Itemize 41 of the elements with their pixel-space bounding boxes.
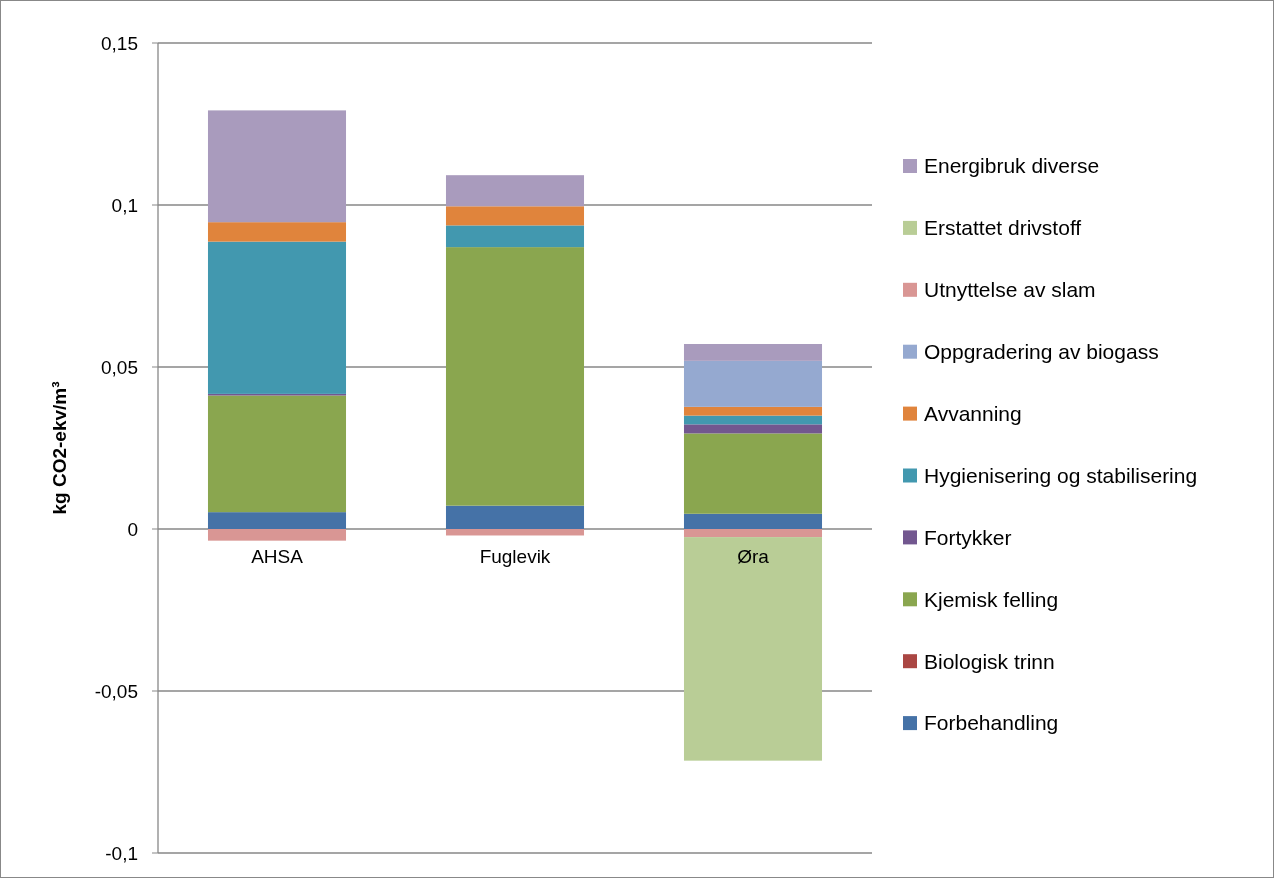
bar: [445, 206, 585, 226]
bar: [207, 222, 347, 242]
bar: [683, 529, 823, 538]
x-tick-label: Fuglevik: [479, 546, 551, 567]
bar: [445, 175, 585, 207]
bar: [207, 241, 347, 394]
legend-label: Kjemisk felling: [924, 587, 1059, 611]
y-tick-label: 0,05: [101, 356, 138, 378]
bar: [207, 110, 347, 223]
bar: [683, 424, 823, 434]
bar: [683, 406, 823, 416]
y-axis-title: kg CO2-ekv/m³: [49, 381, 70, 515]
legend-label: Biologisk trinn: [924, 649, 1055, 673]
bar: [207, 395, 347, 513]
bar: [683, 415, 823, 425]
legend-label: Forbehandling: [924, 711, 1059, 735]
bar: [683, 360, 823, 407]
x-tick-label: Øra: [737, 546, 770, 567]
legend-label: Energibruk diverse: [924, 154, 1100, 178]
legend-label: Oppgradering av biogass: [924, 340, 1159, 364]
y-tick-label: -0,1: [105, 842, 138, 864]
legend-label: Utnyttelse av slam: [924, 278, 1096, 302]
bar: [445, 529, 585, 536]
bar: [445, 247, 585, 506]
bar: [445, 505, 585, 529]
bar: [445, 225, 585, 248]
legend-label: Hygienisering og stabilisering: [924, 463, 1198, 487]
y-tick-label: 0: [127, 518, 138, 540]
bar: [683, 344, 823, 361]
y-tick-label: 0,1: [111, 194, 138, 216]
bar: [207, 529, 347, 541]
x-tick-label: AHSA: [251, 546, 304, 567]
bar: [207, 512, 347, 529]
legend-label: Erstattet drivstoff: [924, 216, 1082, 240]
bar: [683, 537, 823, 761]
legend-label: Fortykker: [924, 525, 1012, 549]
bar: [683, 433, 823, 514]
y-tick-label: 0,15: [101, 32, 138, 54]
bar: [683, 513, 823, 529]
y-tick-label: -0,05: [94, 680, 138, 702]
legend-label: Avvanning: [924, 401, 1022, 425]
